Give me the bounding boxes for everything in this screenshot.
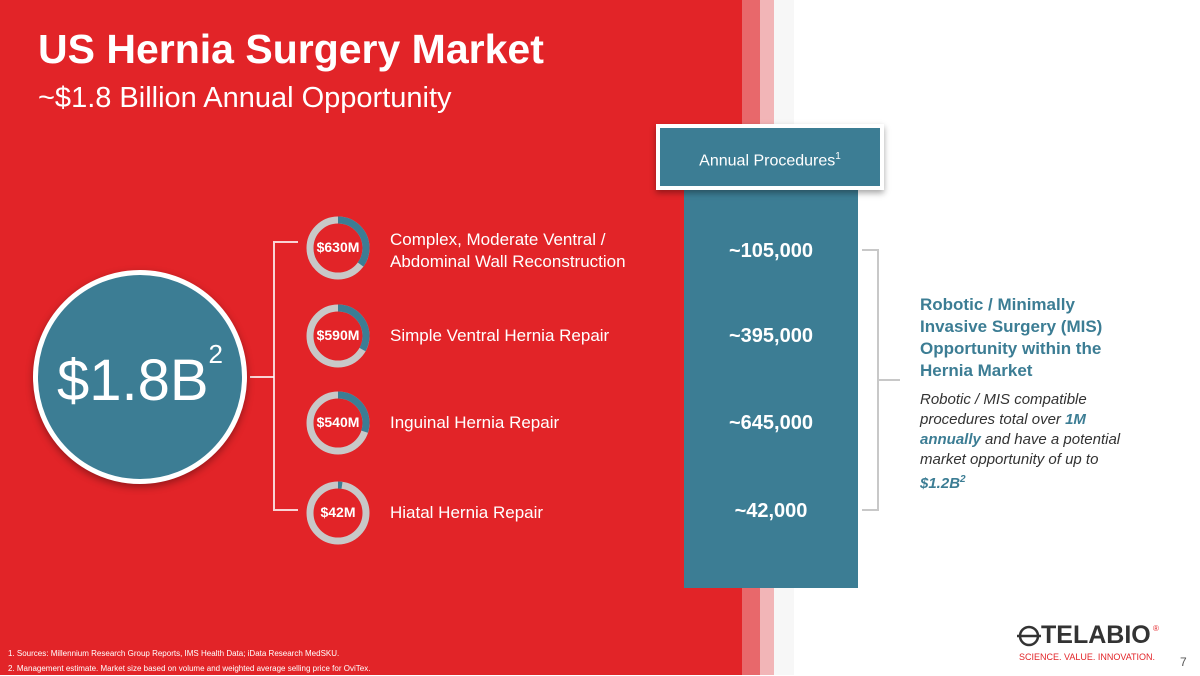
procedures-header-label: Annual Procedures — [699, 152, 836, 170]
total-footnote: 2 — [208, 339, 224, 369]
segment-value-label: $590M — [316, 327, 360, 343]
slide-subtitle: ~$1.8 Billion Annual Opportunity — [38, 82, 452, 114]
page-number: 7 — [1180, 655, 1187, 669]
segment-donut: $630M — [306, 216, 370, 280]
slide-title: US Hernia Surgery Market — [38, 26, 544, 72]
segment-value-label: $630M — [316, 239, 360, 255]
opportunity-footnote: 2 — [960, 474, 966, 485]
procedures-column — [684, 170, 858, 588]
procedure-count: ~645,000 — [729, 412, 813, 434]
footnotes: 1. Sources: Millennium Research Group Re… — [8, 646, 370, 676]
opportunity-text: Robotic / MIS compatible procedures tota… — [920, 391, 1087, 428]
procedures-header: Annual Procedures1 — [656, 124, 884, 190]
procedure-count: ~105,000 — [729, 240, 813, 262]
segment-donut: $42M — [306, 481, 370, 545]
segment-value-label: $42M — [320, 504, 356, 520]
segment-value-label: $540M — [316, 414, 360, 430]
total-market-circle: $1.8B2 — [33, 270, 247, 484]
segment-donut: $590M — [306, 304, 370, 368]
logo-tagline: SCIENCE. VALUE. INNOVATION. — [1019, 652, 1156, 662]
logo-registered: ® — [1153, 624, 1159, 633]
segment-name: Inguinal Hernia Repair — [390, 413, 560, 432]
opportunity-heading: Robotic / Minimally Invasive Surgery (MI… — [920, 295, 1103, 380]
procedure-count: ~42,000 — [734, 500, 808, 522]
logo-mark-icon — [1017, 625, 1041, 647]
segment-donut: $540M — [306, 391, 370, 455]
footnote-2: 2. Management estimate. Market size base… — [8, 664, 371, 673]
opportunity-highlight: 1M annually — [920, 411, 1086, 448]
total-value-text: $1.8B — [56, 348, 209, 413]
opportunity-body: Robotic / MIS compatible procedures tota… — [920, 390, 1145, 494]
opportunity-text: and have a potential market opportunity … — [920, 431, 1121, 468]
total-market-value: $1.8B2 — [38, 339, 242, 414]
footnote-1: 1. Sources: Millennium Research Group Re… — [8, 649, 340, 658]
segment-name: Simple Ventral Hernia Repair — [390, 326, 610, 345]
opportunity-highlight: $1.2B — [920, 475, 961, 492]
logo-name: TELABIO — [1041, 621, 1151, 649]
segment-name: Complex, Moderate Ventral / Abdominal Wa… — [390, 230, 626, 271]
procedure-count: ~395,000 — [729, 325, 813, 347]
segment-name: Hiatal Hernia Repair — [390, 503, 544, 522]
procedures-header-footnote: 1 — [835, 151, 841, 162]
